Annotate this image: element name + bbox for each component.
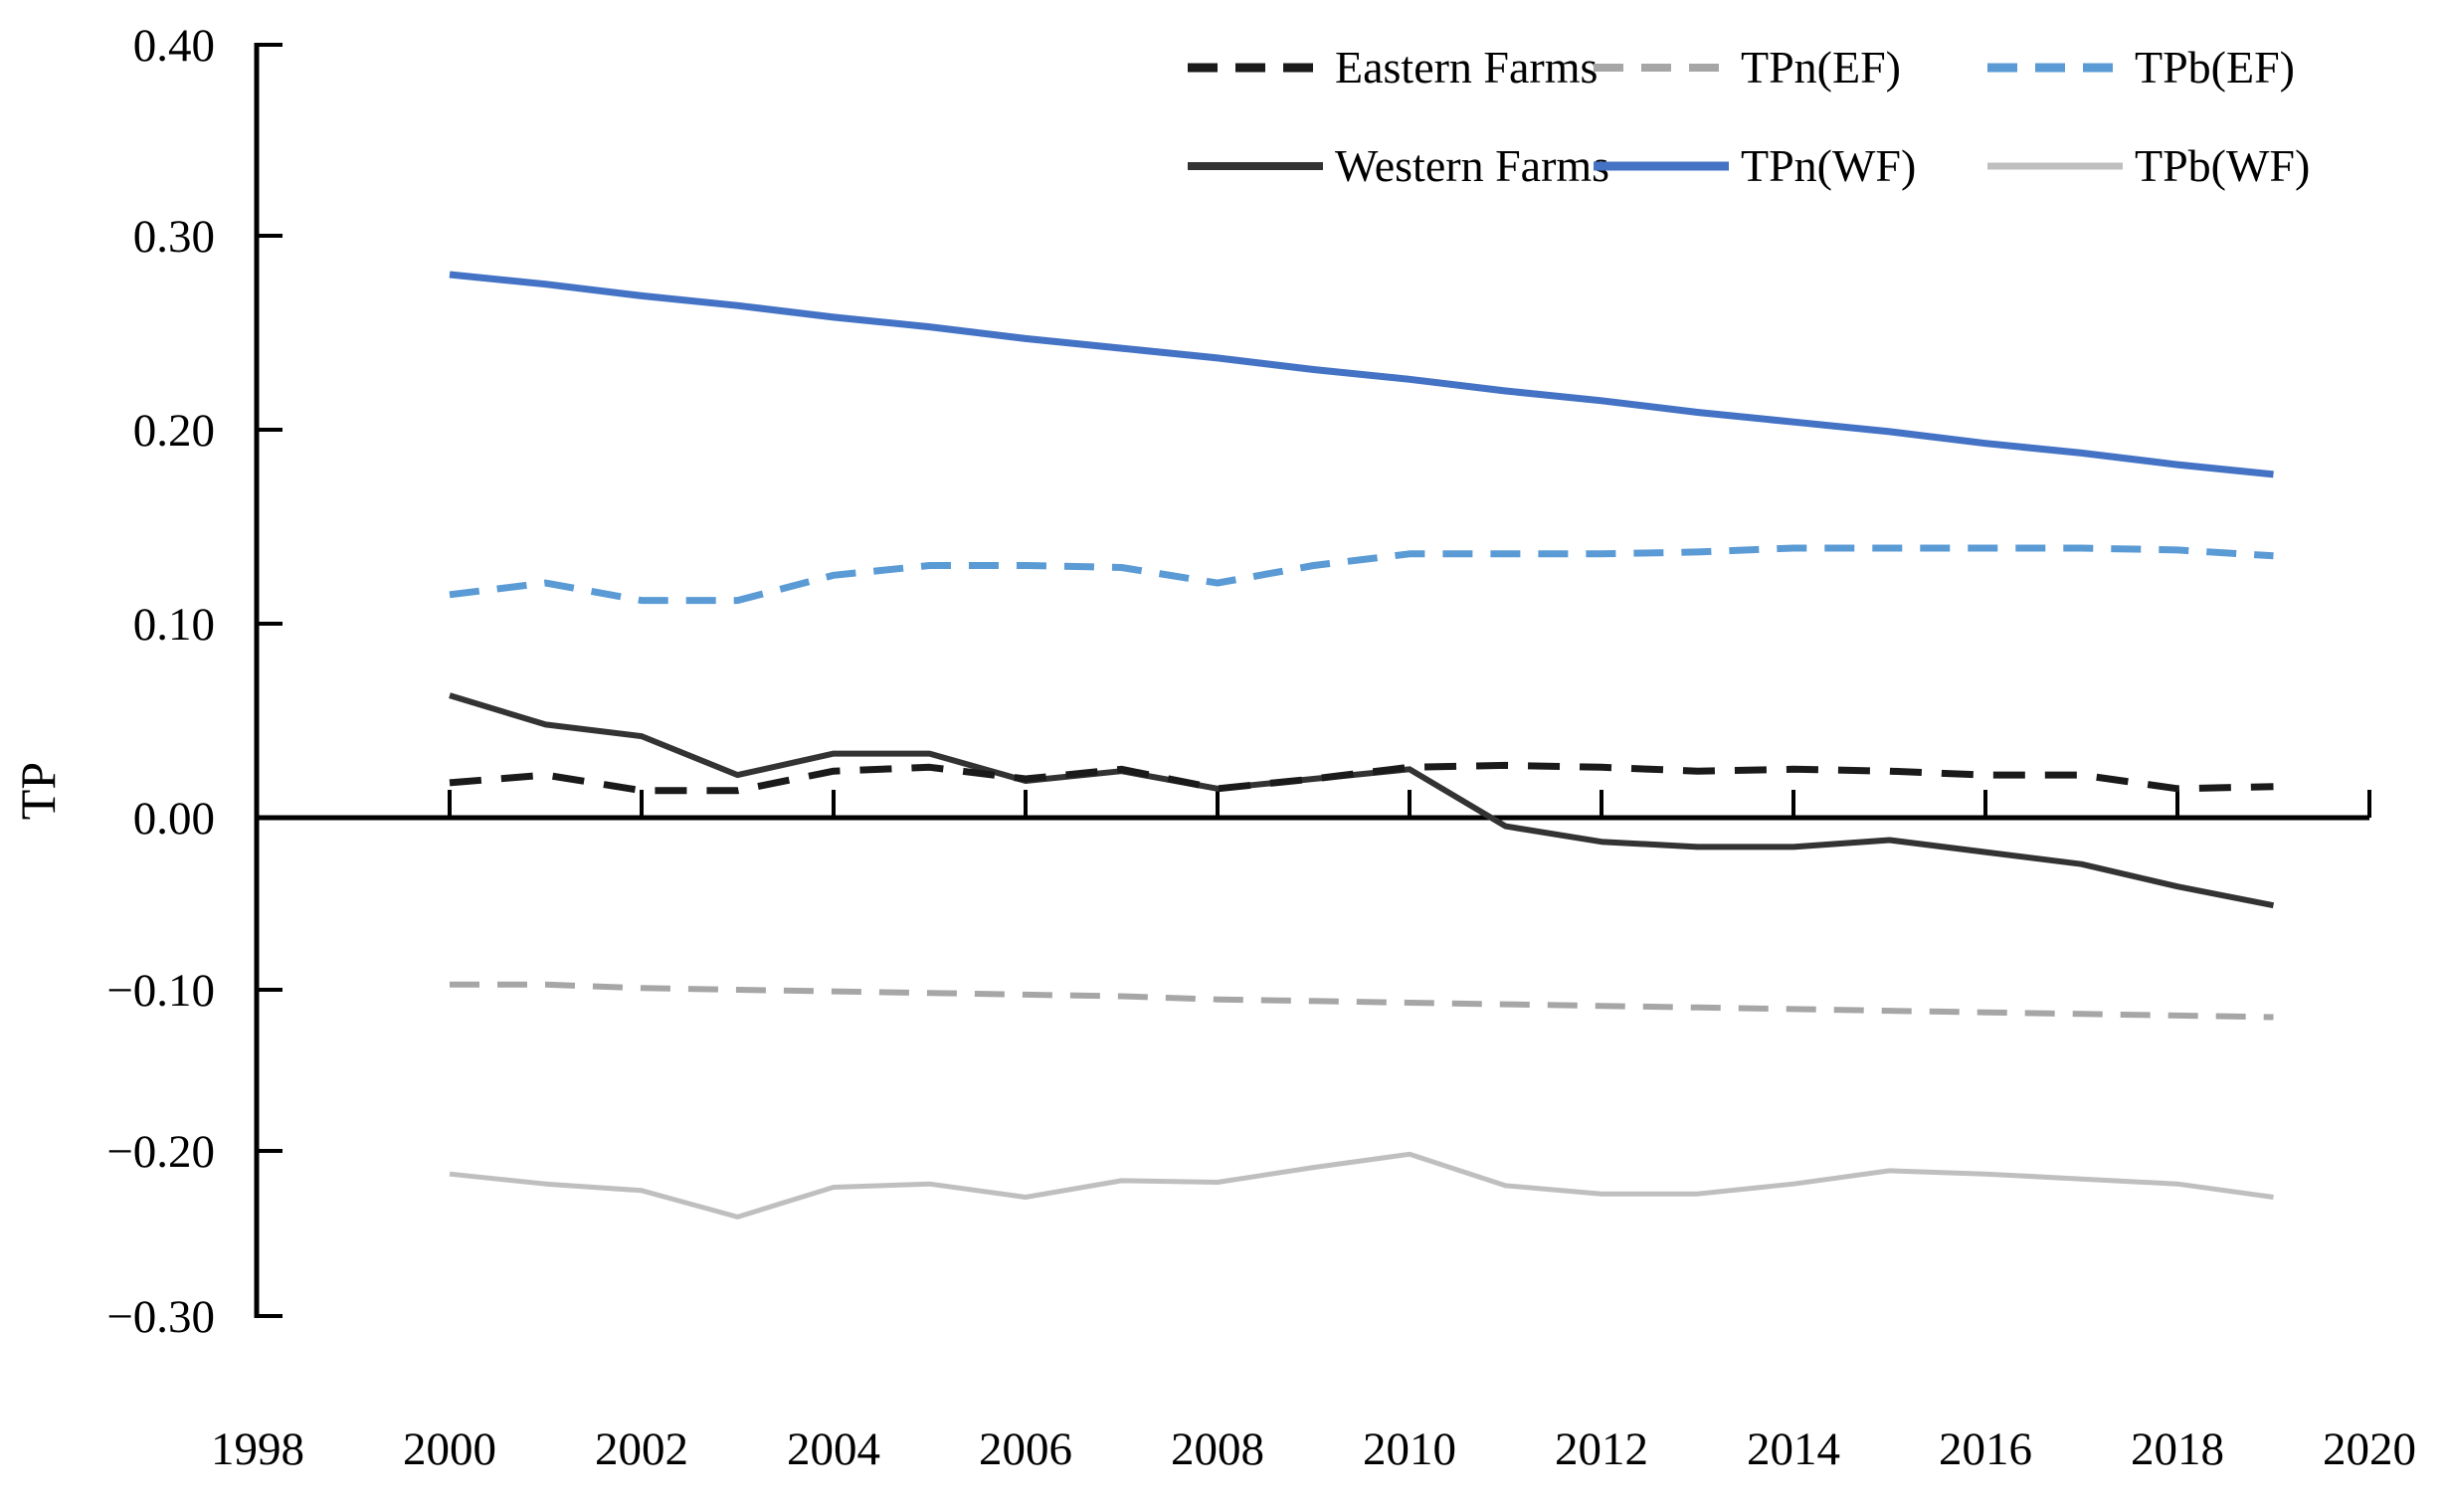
legend-item-western_farms: Western Farms	[1186, 139, 1609, 192]
x-tick-label: 2004	[787, 1423, 880, 1475]
legend: Eastern Farms TPn(EF) TPb(EF) Western Farms…	[1186, 18, 2373, 215]
legend-item-eastern_farms: Eastern Farms	[1186, 41, 1598, 94]
x-tick-label: 2014	[1747, 1423, 1840, 1475]
x-tick-label: 2018	[2131, 1423, 2224, 1475]
x-tick-label: 2012	[1555, 1423, 1648, 1475]
legend-label-tpb_ef: TPb(EF)	[2135, 42, 2295, 93]
y-tick-label: 0.20	[133, 405, 215, 457]
y-tick-label: 0.40	[133, 20, 215, 72]
legend-label-western_farms: Western Farms	[1335, 140, 1610, 191]
x-tick-label: 1998	[211, 1423, 304, 1475]
y-axis-title: TP	[10, 761, 66, 821]
x-tick-label: 2002	[595, 1423, 688, 1475]
x-tick-label: 2016	[1939, 1423, 2032, 1475]
series-line-western_farms	[449, 692, 2275, 909]
x-tick-label: 2006	[979, 1423, 1072, 1475]
y-tick-label: −0.30	[106, 1291, 215, 1343]
y-tick-label: 0.10	[133, 599, 215, 651]
y-tick-label: −0.10	[106, 965, 215, 1017]
y-tick-label: 0.00	[133, 793, 215, 845]
legend-swatch-western_farms	[1188, 161, 1323, 170]
x-tick-label: 2008	[1171, 1423, 1264, 1475]
legend-label-tpb_wf: TPb(WF)	[2135, 140, 2311, 191]
y-tick-label: 0.30	[133, 211, 215, 263]
series-line-tpn_ef	[450, 981, 2274, 1021]
series-line-tpn_wf	[449, 271, 2274, 478]
legend-item-tpb_ef: TPb(EF)	[1985, 41, 2373, 94]
x-tick-label: 2000	[403, 1423, 496, 1475]
series-line-eastern_farms	[449, 761, 2274, 795]
legend-swatch-eastern_farms	[1188, 63, 1323, 72]
legend-item-tpn_wf: TPn(WF)	[1592, 139, 1985, 192]
legend-swatch-tpb_ef	[1987, 63, 2123, 72]
legend-swatch-tpn_ef	[1594, 63, 1729, 72]
x-tick-label: 2020	[2323, 1423, 2416, 1475]
legend-item-tpn_ef: TPn(EF)	[1592, 41, 1985, 94]
legend-label-tpn_ef: TPn(EF)	[1741, 42, 1901, 93]
legend-swatch-tpn_wf	[1594, 161, 1729, 170]
legend-label-tpn_wf: TPn(WF)	[1741, 140, 1917, 191]
legend-item-tpb_wf: TPb(WF)	[1985, 139, 2373, 192]
legend-swatch-tpb_wf	[1987, 162, 2123, 169]
x-tick-label: 2010	[1363, 1423, 1456, 1475]
series-line-tpb_ef	[449, 544, 2274, 605]
y-tick-label: −0.20	[106, 1126, 215, 1178]
legend-label-eastern_farms: Eastern Farms	[1335, 42, 1599, 93]
series-line-tpb_wf	[449, 1151, 2274, 1220]
